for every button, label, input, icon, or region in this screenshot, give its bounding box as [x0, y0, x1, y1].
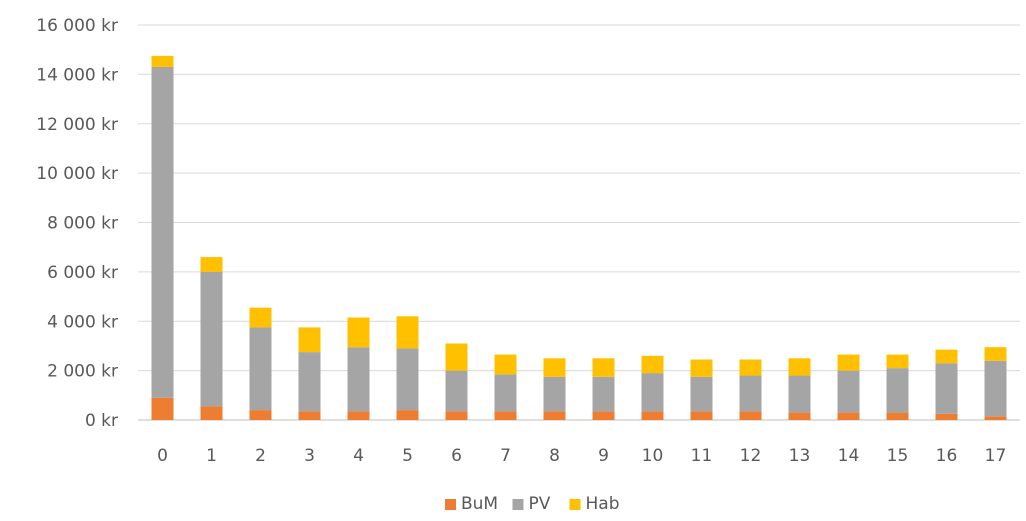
bar-segment-pv	[543, 376, 566, 412]
x-tick-label: 14	[838, 446, 860, 466]
legend-label-bum: BuM	[461, 494, 498, 514]
bar-segment-pv	[984, 360, 1007, 417]
bar-segment-hab	[249, 307, 272, 328]
bar-segment-pv	[690, 376, 713, 412]
bar-segment-hab	[788, 358, 811, 376]
x-tick-label: 7	[500, 446, 511, 466]
bar-segment-pv	[592, 376, 615, 412]
bar-segment-bum	[494, 411, 517, 420]
bar-segment-bum	[249, 410, 272, 420]
x-tick-label: 4	[353, 446, 364, 466]
y-tick-label: 4 000 kr	[47, 312, 118, 332]
x-tick-label: 15	[887, 446, 909, 466]
bar-segment-pv	[494, 374, 517, 412]
y-axis: 0 kr 2 000 kr 4 000 kr 6 000 kr 8 000 kr 10 0…	[36, 16, 118, 431]
x-tick-label: 11	[691, 446, 713, 466]
x-tick-label: 2	[255, 446, 266, 466]
bar-segment-hab	[151, 55, 174, 67]
x-tick-label: 8	[549, 446, 560, 466]
x-tick-label: 3	[304, 446, 315, 466]
legend-swatch-pv	[512, 499, 524, 510]
bar-segment-pv	[200, 271, 223, 407]
x-tick-label: 0	[157, 446, 168, 466]
bar-segment-pv	[347, 347, 370, 412]
bars	[151, 55, 1007, 420]
bar-segment-pv	[935, 363, 958, 414]
bar-segment-pv	[739, 375, 762, 412]
bar-segment-bum	[396, 410, 419, 420]
bar-segment-hab	[739, 359, 762, 376]
bar-segment-bum	[200, 406, 223, 420]
x-tick-label: 13	[789, 446, 811, 466]
x-tick-label: 12	[740, 446, 762, 466]
bar-segment-bum	[298, 411, 321, 420]
bar-segment-bum	[347, 411, 370, 420]
y-tick-label: 14 000 kr	[36, 65, 118, 85]
bar-segment-hab	[494, 354, 517, 375]
bar-segment-hab	[592, 358, 615, 377]
bar-segment-bum	[592, 411, 615, 420]
bar-segment-pv	[886, 368, 909, 413]
y-tick-label: 12 000 kr	[36, 115, 118, 135]
bar-segment-bum	[445, 411, 468, 420]
legend: BuM PV Hab	[445, 494, 620, 514]
y-tick-label: 8 000 kr	[47, 214, 118, 234]
bar-segment-pv	[641, 373, 664, 412]
bar-segment-bum	[151, 397, 174, 420]
bar-segment-hab	[298, 327, 321, 353]
bar-segment-pv	[445, 370, 468, 412]
bar-segment-hab	[396, 316, 419, 349]
bar-segment-bum	[690, 411, 713, 420]
legend-label-hab: Hab	[586, 494, 620, 514]
x-tick-label: 1	[206, 446, 217, 466]
bar-segment-hab	[543, 358, 566, 377]
bar-segment-hab	[200, 257, 223, 272]
bar-segment-pv	[788, 375, 811, 413]
y-tick-label: 16 000 kr	[36, 16, 118, 36]
bar-segment-hab	[641, 355, 664, 374]
x-tick-label: 16	[936, 446, 958, 466]
bar-segment-hab	[445, 343, 468, 371]
x-tick-label: 10	[642, 446, 664, 466]
bar-segment-bum	[788, 412, 811, 420]
x-tick-label: 17	[985, 446, 1007, 466]
bar-segment-pv	[151, 66, 174, 398]
bar-segment-pv	[298, 352, 321, 412]
y-tick-label: 2 000 kr	[47, 362, 118, 382]
bar-segment-hab	[837, 354, 860, 371]
y-tick-label: 10 000 kr	[36, 164, 118, 184]
bar-segment-bum	[886, 412, 909, 420]
bar-segment-bum	[739, 411, 762, 420]
y-tick-label: 6 000 kr	[47, 263, 118, 283]
bar-segment-bum	[641, 411, 664, 420]
bar-segment-hab	[886, 354, 909, 369]
bar-segment-pv	[249, 327, 272, 411]
bar-segment-bum	[837, 412, 860, 420]
legend-swatch-hab	[569, 499, 581, 510]
bar-segment-bum	[935, 413, 958, 420]
bar-segment-bum	[543, 411, 566, 420]
bar-segment-hab	[935, 349, 958, 364]
grid-lines	[138, 24, 1020, 421]
bar-segment-hab	[984, 347, 1007, 361]
x-axis: 0 1 2 3 4 5 6 7 8 9 10 11 12 13 14 15 16 17	[157, 446, 1006, 466]
legend-swatch-bum	[445, 499, 456, 510]
bar-segment-hab	[690, 359, 713, 377]
y-tick-label: 0 kr	[85, 411, 118, 431]
bar-segment-bum	[984, 416, 1007, 420]
legend-label-pv: PV	[529, 494, 551, 514]
x-tick-label: 9	[598, 446, 609, 466]
bar-segment-pv	[396, 348, 419, 411]
bar-segment-pv	[837, 370, 860, 413]
bar-segment-hab	[347, 317, 370, 348]
x-tick-label: 6	[451, 446, 462, 466]
x-tick-label: 5	[402, 446, 413, 466]
